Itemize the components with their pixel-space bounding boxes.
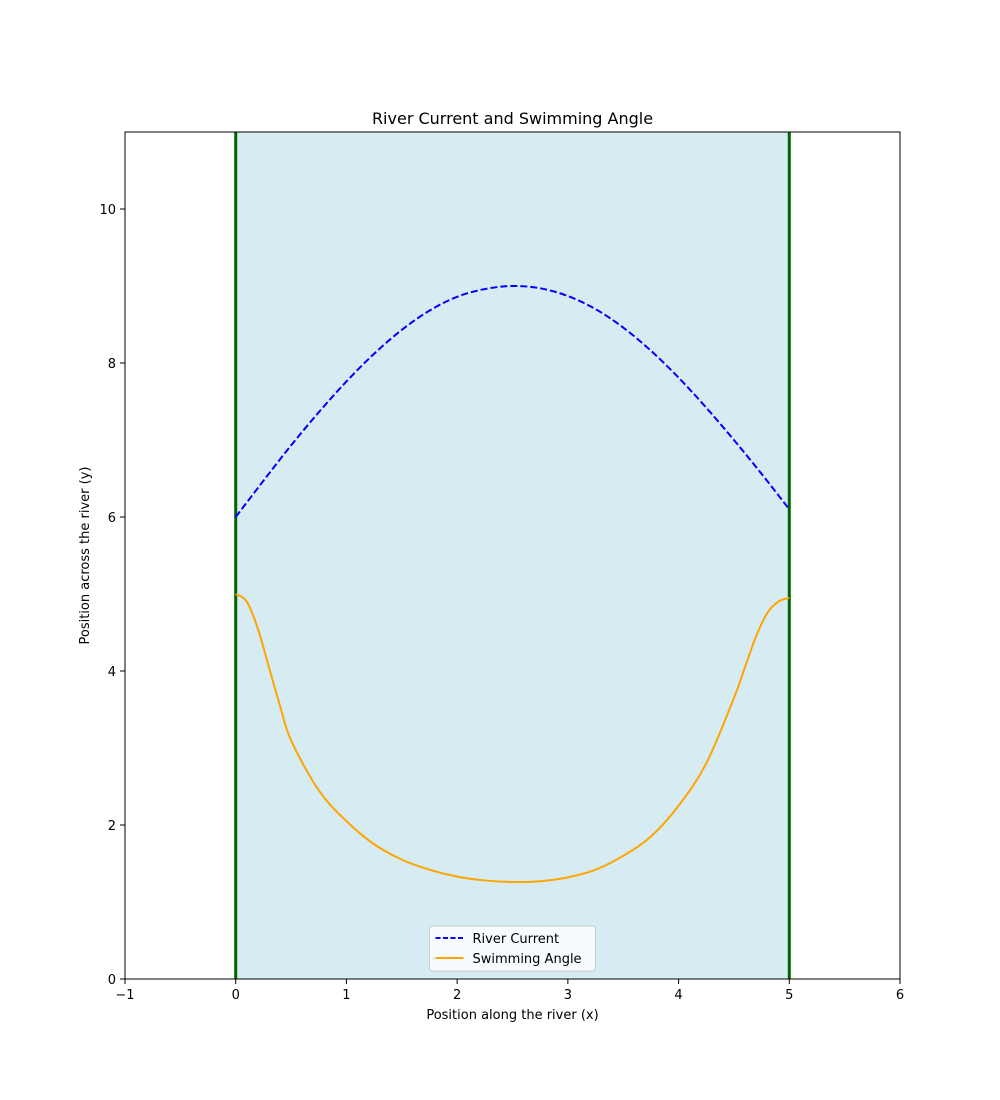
x-axis: −1 0 1 2 3 4 5 6 bbox=[115, 979, 904, 1003]
x-tick-label: 3 bbox=[564, 988, 572, 1003]
river-fill bbox=[235, 132, 790, 979]
series-line-river-current bbox=[234, 284, 791, 518]
x-axis-title: Position along the river (x) bbox=[426, 1008, 598, 1023]
x-tick-label: 0 bbox=[232, 988, 240, 1003]
y-tick-label: 0 bbox=[108, 973, 116, 988]
legend-box bbox=[429, 925, 596, 972]
series-line-swimming-angle bbox=[235, 593, 790, 884]
x-tick-label: 5 bbox=[785, 988, 793, 1003]
plot-frame bbox=[124, 131, 901, 980]
y-tick-label: 10 bbox=[99, 203, 116, 218]
series-layer bbox=[234, 284, 791, 884]
y-tick-label: 4 bbox=[108, 665, 116, 680]
x-tick-label: −1 bbox=[115, 988, 134, 1003]
y-axis: 0 2 4 6 8 10 bbox=[99, 203, 125, 988]
x-tick-label: 2 bbox=[453, 988, 461, 1003]
river-region bbox=[234, 132, 791, 979]
legend-label: River Current bbox=[473, 932, 560, 947]
chart-title: River Current and Swimming Angle bbox=[372, 109, 653, 128]
x-tick-label: 4 bbox=[674, 988, 682, 1003]
legend: River Current Swimming Angle bbox=[429, 925, 596, 972]
y-axis-title: Position across the river (y) bbox=[78, 467, 93, 645]
x-tick-label: 6 bbox=[896, 988, 904, 1003]
y-tick-label: 2 bbox=[108, 819, 116, 834]
y-tick-label: 8 bbox=[108, 357, 116, 372]
x-tick-label: 1 bbox=[342, 988, 350, 1003]
legend-label: Swimming Angle bbox=[473, 952, 582, 967]
y-tick-label: 6 bbox=[108, 511, 116, 526]
